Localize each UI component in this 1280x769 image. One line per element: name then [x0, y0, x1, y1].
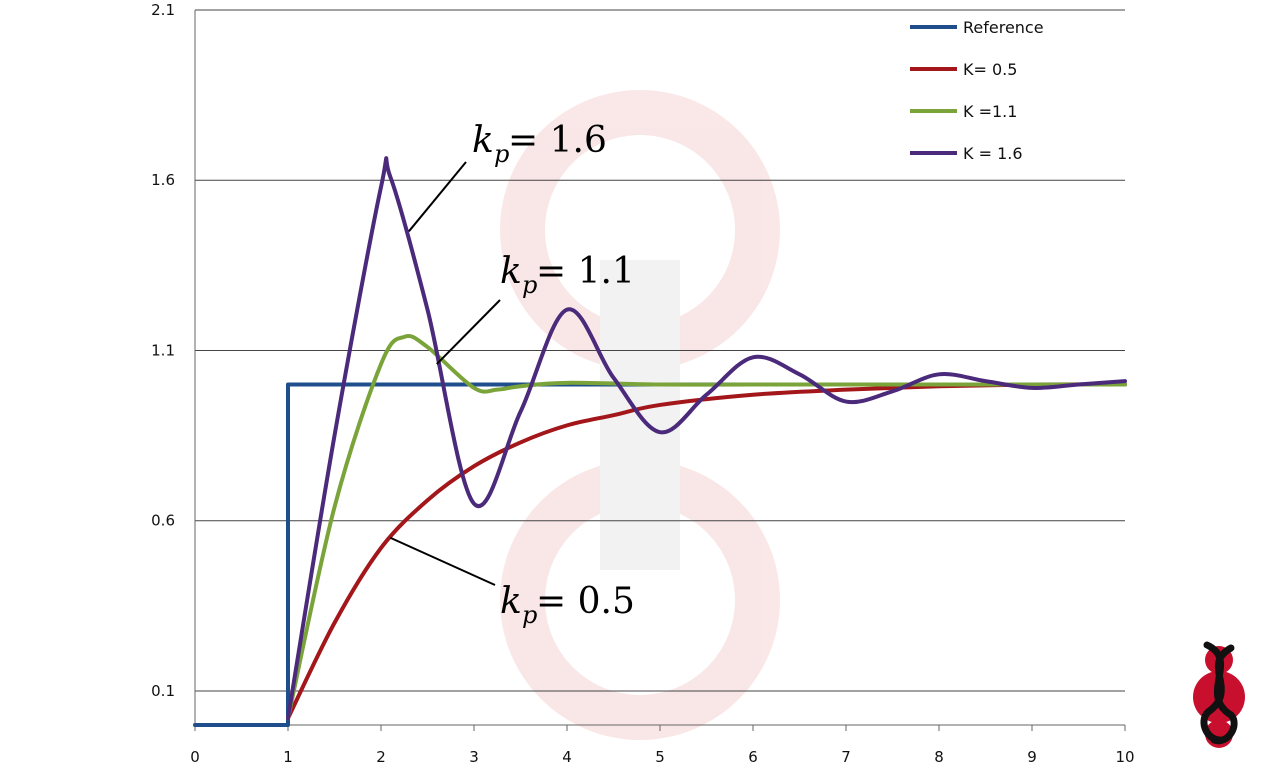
- x-tick-label: 9: [1027, 748, 1037, 766]
- annotation-value: = 1.1: [536, 251, 635, 292]
- x-tick-label: 6: [748, 748, 758, 766]
- annotation-leader-line: [389, 536, 496, 586]
- annotation-symbol: k: [472, 120, 494, 161]
- y-tick-label: 0.6: [151, 512, 175, 530]
- y-tick-label: 2.1: [151, 1, 175, 19]
- x-tick-label: 8: [934, 748, 944, 766]
- annotation-symbol: k: [500, 581, 522, 622]
- x-tick-label: 7: [841, 748, 851, 766]
- x-tick-label: 1: [283, 748, 293, 766]
- watermark-logo: [500, 90, 780, 740]
- y-tick-label: 1.1: [151, 341, 175, 359]
- x-tick-label: 2: [376, 748, 386, 766]
- annotation-value: = 0.5: [536, 581, 635, 622]
- x-tick-label: 3: [469, 748, 479, 766]
- annotation-subscript: p: [522, 271, 537, 299]
- annotation-subscript: p: [522, 601, 537, 629]
- y-tick-label: 1.6: [151, 171, 175, 189]
- series-line-2: [286, 334, 1127, 721]
- y-tick-label: 0.1: [151, 682, 175, 700]
- x-tick-label: 4: [562, 748, 572, 766]
- annotation-value: = 1.6: [508, 120, 607, 161]
- legend-label: K = 1.6: [963, 144, 1023, 163]
- x-tick-label: 5: [655, 748, 665, 766]
- legend-label: K= 0.5: [963, 60, 1017, 79]
- legend-label: Reference: [963, 18, 1044, 37]
- series-line-3: [286, 156, 1127, 721]
- brand-logo: [1193, 641, 1245, 748]
- annotation-symbol: k: [500, 251, 522, 292]
- annotation-leader-line: [408, 161, 467, 232]
- x-tick-label: 10: [1115, 748, 1134, 766]
- legend-label: K =1.1: [963, 102, 1017, 121]
- annotation-subscript: p: [494, 140, 509, 168]
- x-tick-label: 0: [190, 748, 200, 766]
- annotation-leader-line: [436, 299, 501, 365]
